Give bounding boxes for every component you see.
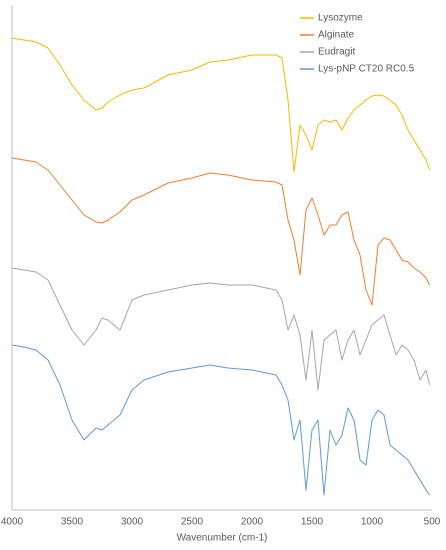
legend-label: Eudragit [318,47,355,58]
series-line [11,267,431,391]
legend-label: Lys-pNP CT20 RC0.5 [318,64,415,75]
series-line [11,37,431,173]
x-tick-label: 2500 [181,517,204,528]
x-tick-label: 4000 [1,517,24,528]
legend-label: Alginate [318,30,355,41]
legend-label: Lysozyme [318,13,363,24]
x-tick-label: 1500 [301,517,324,528]
x-tick-label: 3000 [121,517,144,528]
x-axis-title: Wavenumber (cm-1) [177,533,268,544]
x-tick-label: 3500 [61,517,84,528]
series-line [11,344,431,496]
x-tick-label: 2000 [241,517,264,528]
x-tick-label: 500 [424,517,441,528]
series-line [11,157,431,306]
x-tick-label: 1000 [361,517,384,528]
